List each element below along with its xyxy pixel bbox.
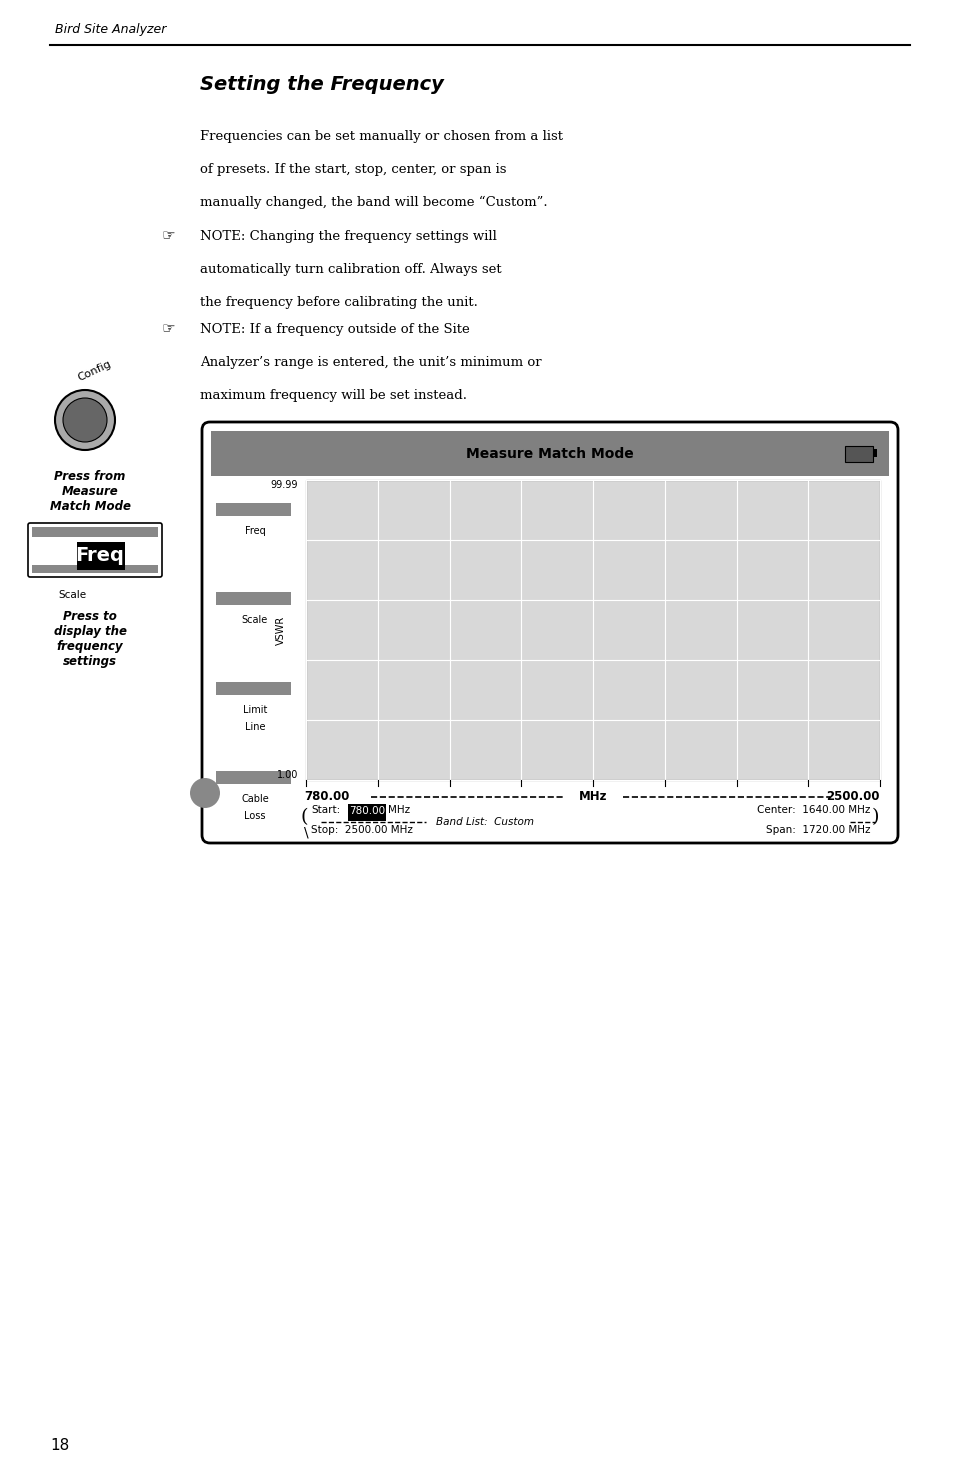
Circle shape [55,389,115,450]
Text: MHz: MHz [578,791,607,804]
Text: Scale: Scale [58,590,86,600]
Text: Measure Match Mode: Measure Match Mode [466,447,633,460]
Text: Setting the Frequency: Setting the Frequency [200,75,443,94]
Text: Frequencies can be set manually or chosen from a list: Frequencies can be set manually or chose… [200,130,562,143]
Text: ): ) [871,808,879,826]
Circle shape [63,398,107,442]
Text: \: \ [304,826,309,839]
Text: Center:  1640.00 MHz: Center: 1640.00 MHz [756,805,869,816]
Bar [211,476,303,833]
Text: Stop:  2500.00 MHz: Stop: 2500.00 MHz [311,825,413,835]
Bar [211,431,888,476]
Text: 18: 18 [50,1438,70,1453]
Text: 2500.00: 2500.00 [825,791,879,804]
Text: NOTE: Changing the frequency settings will: NOTE: Changing the frequency settings wi… [200,230,497,243]
Bar [77,541,125,569]
Text: Band List:  Custom: Band List: Custom [436,817,534,827]
Text: automatically turn calibration off. Always set: automatically turn calibration off. Alwa… [200,263,501,276]
Text: ☞: ☞ [162,229,175,243]
Bar [215,771,291,785]
Text: (: ( [301,808,309,826]
Text: Press to
display the
frequency
settings: Press to display the frequency settings [53,611,127,668]
Bar [215,593,291,605]
Text: 780.00: 780.00 [304,791,349,804]
Circle shape [190,777,220,808]
Bar [215,503,291,516]
Text: VSWR: VSWR [275,615,286,645]
Text: maximum frequency will be set instead.: maximum frequency will be set instead. [200,389,467,403]
Text: Start:: Start: [311,805,340,816]
Text: Line: Line [245,721,265,732]
Text: manually changed, the band will become “Custom”.: manually changed, the band will become “… [200,196,547,209]
Bar [32,527,158,537]
Text: Freq: Freq [244,525,265,535]
FancyBboxPatch shape [28,524,162,577]
Bar [306,479,879,780]
Text: NOTE: If a frequency outside of the Site: NOTE: If a frequency outside of the Site [200,323,469,336]
Text: the frequency before calibrating the unit.: the frequency before calibrating the uni… [200,296,477,308]
Text: of presets. If the start, stop, center, or span is: of presets. If the start, stop, center, … [200,164,506,176]
Text: Loss: Loss [244,811,266,822]
Bar [844,445,872,462]
Text: Analyzer’s range is entered, the unit’s minimum or: Analyzer’s range is entered, the unit’s … [200,355,541,369]
Text: ☞: ☞ [162,322,175,336]
Text: Span:  1720.00 MHz: Span: 1720.00 MHz [764,825,869,835]
Text: Bird Site Analyzer: Bird Site Analyzer [55,24,166,35]
Bar [32,565,158,572]
Text: Limit: Limit [243,705,267,715]
Text: Freq: Freq [75,546,124,565]
Text: Cable: Cable [241,794,269,804]
Text: Scale: Scale [242,615,268,625]
Text: Press from
Measure
Match Mode: Press from Measure Match Mode [50,471,131,513]
Bar [215,681,291,695]
Text: 1.00: 1.00 [276,770,297,780]
Text: 99.99: 99.99 [271,479,297,490]
FancyBboxPatch shape [202,422,897,844]
Text: Config: Config [76,358,113,384]
Text: MHz: MHz [388,805,410,816]
Bar [348,804,386,820]
Text: 780.00: 780.00 [349,807,385,817]
Bar [872,450,876,457]
